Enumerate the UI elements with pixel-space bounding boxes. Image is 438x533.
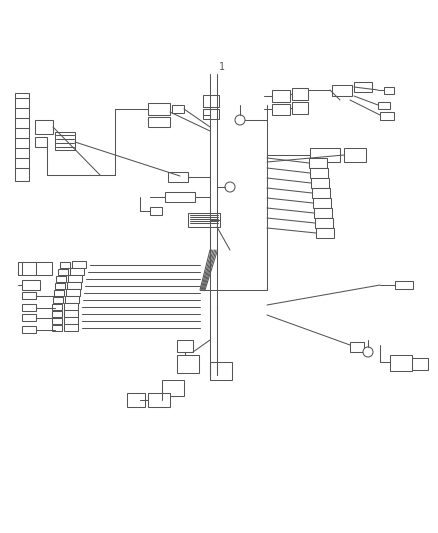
Bar [378,102,390,109]
Bar [390,355,412,371]
Bar [15,93,29,181]
Bar [344,148,366,162]
Bar [395,281,413,289]
Bar [52,325,62,331]
Bar [22,326,36,333]
Bar [64,303,78,310]
Bar [292,102,308,114]
Circle shape [363,347,373,357]
Bar [65,296,79,303]
Bar [148,393,170,407]
Bar [35,120,53,134]
Bar [188,213,220,227]
Bar [412,358,428,370]
Bar [54,290,64,296]
Bar [70,268,84,275]
Bar [56,276,66,282]
Bar [22,292,36,299]
Bar [315,218,333,228]
Bar [380,112,394,120]
Bar [316,228,334,238]
Bar [52,304,62,310]
Text: 1: 1 [219,62,225,72]
Bar [60,262,70,268]
Bar [384,87,394,94]
Bar [272,90,290,102]
Bar [22,314,36,321]
Bar [210,362,232,380]
Bar [332,85,352,96]
Bar [36,262,52,275]
Bar [52,318,62,324]
Bar [67,282,81,289]
Bar [165,192,195,202]
Bar [350,342,364,352]
Bar [203,109,219,119]
Bar [309,158,327,168]
Bar [64,317,78,324]
Bar [310,148,340,162]
Bar [162,380,184,396]
Circle shape [235,115,245,125]
Bar [22,262,42,275]
Bar [148,103,170,115]
Bar [22,280,40,290]
Bar [310,168,328,178]
Bar [177,340,193,352]
Bar [177,355,199,373]
Bar [172,105,184,113]
Bar [64,310,78,317]
Bar [354,82,372,92]
Bar [203,95,219,107]
Bar [168,172,188,182]
Bar [272,104,290,115]
Circle shape [225,182,235,192]
Bar [64,324,78,331]
Bar [148,117,170,127]
Bar [35,137,47,147]
Bar [55,132,75,150]
Bar [55,283,65,289]
Bar [53,297,63,303]
Bar [292,88,308,100]
Bar [66,289,80,296]
Bar [58,269,68,275]
Bar [68,275,82,282]
Bar [127,393,145,407]
Bar [150,207,162,215]
Bar [72,261,86,268]
Bar [22,304,36,311]
Bar [313,198,331,208]
Bar [314,208,332,218]
Bar [311,178,329,188]
Bar [312,188,330,198]
Bar [52,311,62,317]
